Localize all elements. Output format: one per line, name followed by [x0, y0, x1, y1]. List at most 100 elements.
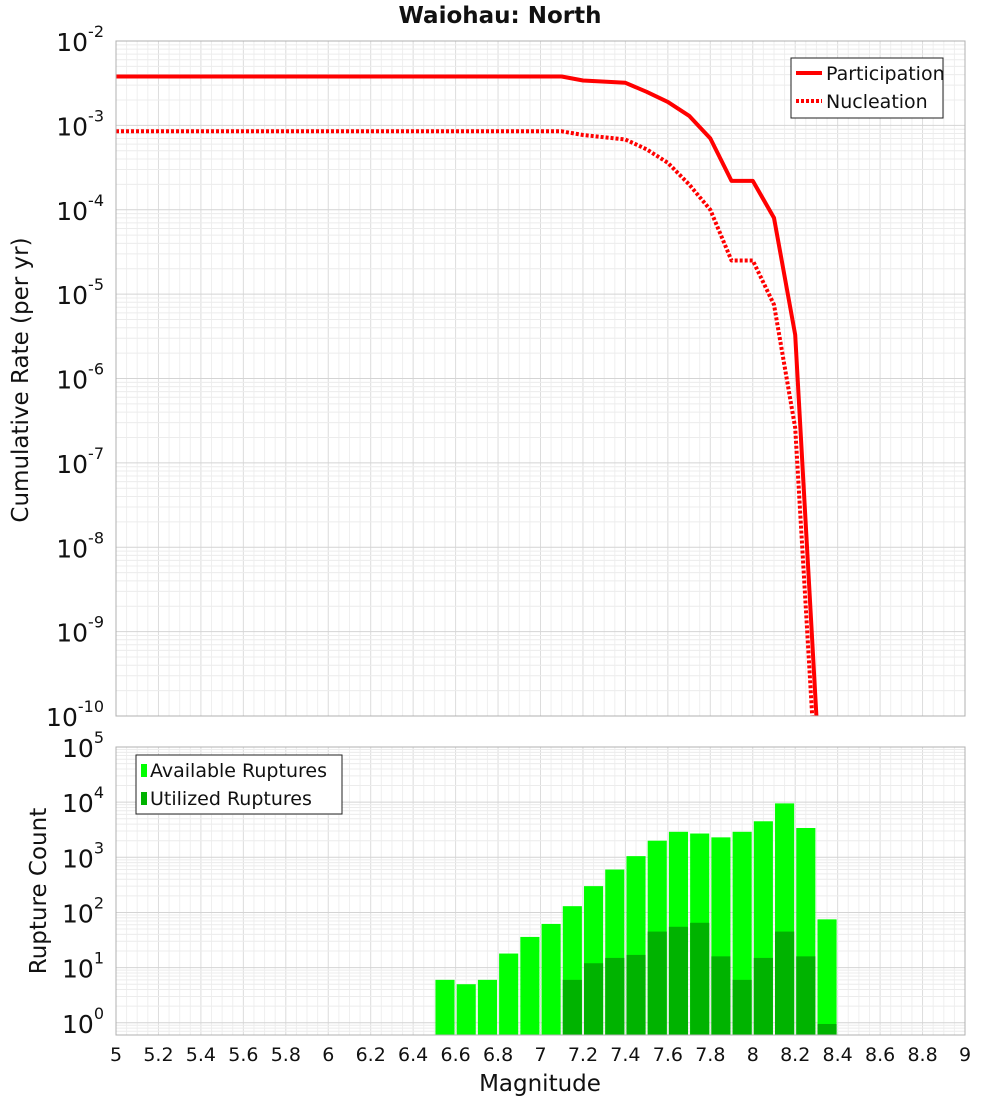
bottom-bars-group [435, 803, 837, 1035]
bottom-ytick-base: 10 [62, 899, 94, 928]
x-tick-label: 8.8 [907, 1044, 937, 1066]
bottom-ytick-label: 105 [62, 728, 104, 763]
legend-label-nucleation: Nucleation [826, 91, 928, 113]
top-ytick-base: 10 [56, 197, 88, 226]
x-tick-label: 7.6 [653, 1044, 683, 1066]
bottom-ytick-exp: 0 [94, 1004, 104, 1023]
bottom-ytick-label: 101 [62, 949, 104, 984]
bar-available [520, 936, 540, 1035]
bar-available [499, 953, 519, 1035]
bar-utilized [605, 957, 625, 1035]
legend-swatch-bar [141, 764, 147, 777]
top-ytick-base: 10 [56, 450, 88, 479]
bar-utilized [626, 954, 646, 1035]
x-tick-label: 7.2 [568, 1044, 598, 1066]
top-ytick-label: 10-10 [46, 697, 104, 732]
bottom-ytick-base: 10 [62, 789, 94, 818]
bar-utilized [753, 957, 773, 1035]
top-ytick-base: 10 [56, 366, 88, 395]
x-tick-label: 7.8 [695, 1044, 725, 1066]
x-tick-label: 8.4 [823, 1044, 853, 1066]
x-tick-label: 6.8 [483, 1044, 513, 1066]
bottom-y-axis-label: Rupture Count [26, 808, 52, 974]
bar-utilized [584, 963, 604, 1035]
bar-available [456, 984, 476, 1035]
top-ytick-base: 10 [56, 112, 88, 141]
bottom-plot-frame [115, 746, 966, 1036]
top-ytick-label: 10-8 [56, 528, 104, 563]
bottom-ytick-exp: 3 [94, 838, 104, 857]
legend-label-participation: Participation [826, 63, 945, 85]
top-y-axis-label: Cumulative Rate (per yr) [8, 237, 34, 522]
bar-utilized [690, 922, 710, 1035]
x-tick-label: 5.2 [143, 1044, 173, 1066]
x-tick-label: 5.4 [186, 1044, 216, 1066]
bottom-ytick-label: 102 [62, 893, 104, 928]
bottom-ytick-exp: 5 [94, 728, 104, 747]
bottom-ytick-base: 10 [62, 844, 94, 873]
top-ytick-exp: -8 [88, 528, 104, 547]
bottom-ytick-exp: 4 [94, 783, 104, 802]
bottom-legend-box [135, 754, 343, 815]
bar-utilized [647, 931, 667, 1035]
top-legend: Participation Nucleation [790, 57, 945, 119]
bottom-ytick-base: 10 [62, 955, 94, 984]
x-tick-label: 6.4 [398, 1044, 428, 1066]
top-ytick-base: 10 [56, 281, 88, 310]
x-tick-label: 6.6 [440, 1044, 470, 1066]
bar-available [477, 979, 497, 1035]
series-line-participation [116, 74, 819, 717]
bottom-ytick-base: 10 [62, 734, 94, 763]
top-ytick-exp: -2 [88, 22, 104, 41]
top-ytick-label: 10-2 [56, 22, 104, 57]
x-tick-label: 8 [747, 1044, 759, 1066]
top-ytick-exp: -4 [88, 191, 104, 210]
top-ytick-exp: -6 [88, 360, 104, 379]
top-ytick-base: 10 [56, 534, 88, 563]
bar-utilized [796, 956, 816, 1035]
bar-utilized [732, 979, 752, 1035]
bottom-ytick-base: 10 [62, 1010, 94, 1039]
top-ytick-base: 10 [56, 619, 88, 648]
chart-title: Waiohau: North [399, 3, 602, 29]
top-ytick-label: 10-7 [56, 444, 104, 479]
x-tick-label: 6 [322, 1044, 334, 1066]
x-tick-label: 6.2 [356, 1044, 386, 1066]
x-tick-label: 5.8 [271, 1044, 301, 1066]
top-ytick-label: 10-5 [56, 275, 104, 310]
legend-label-bar: Available Ruptures [150, 760, 327, 782]
x-tick-label: 5 [110, 1044, 122, 1066]
bar-available [817, 919, 837, 1035]
legend-swatch-bar [141, 792, 147, 805]
top-ytick-label: 10-4 [56, 191, 104, 226]
bottom-ytick-exp: 1 [94, 949, 104, 968]
top-ytick-exp: -10 [78, 697, 104, 716]
x-tick-label: 7.4 [610, 1044, 640, 1066]
bottom-legend: Available Ruptures Utilized Ruptures [135, 754, 343, 815]
x-tick-label: 8.2 [780, 1044, 810, 1066]
top-ytick-exp: -9 [88, 613, 104, 632]
bar-available [435, 979, 455, 1035]
bar-utilized [817, 1023, 837, 1035]
top-ytick-label: 10-6 [56, 360, 104, 395]
legend-label-bar: Utilized Ruptures [150, 788, 312, 810]
bar-utilized [775, 931, 795, 1035]
top-ytick-base: 10 [46, 703, 78, 732]
top-ytick-label: 10-9 [56, 613, 104, 648]
top-ytick-exp: -3 [88, 106, 104, 125]
bottom-ytick-exp: 2 [94, 893, 104, 912]
top-ytick-label: 10-3 [56, 106, 104, 141]
bar-utilized [668, 926, 689, 1035]
bottom-ytick-label: 104 [62, 783, 104, 818]
x-tick-label: 5.6 [228, 1044, 258, 1066]
x-axis-label: Magnitude [479, 1071, 601, 1097]
top-plot-frame [115, 40, 966, 717]
bar-available [541, 923, 561, 1035]
bottom-ytick-label: 100 [62, 1004, 104, 1039]
top-legend-box [790, 57, 944, 119]
top-series-group [116, 74, 819, 717]
x-tick-label: 8.6 [865, 1044, 895, 1066]
x-tick-label: 7 [534, 1044, 546, 1066]
x-tick-label: 9 [959, 1044, 971, 1066]
